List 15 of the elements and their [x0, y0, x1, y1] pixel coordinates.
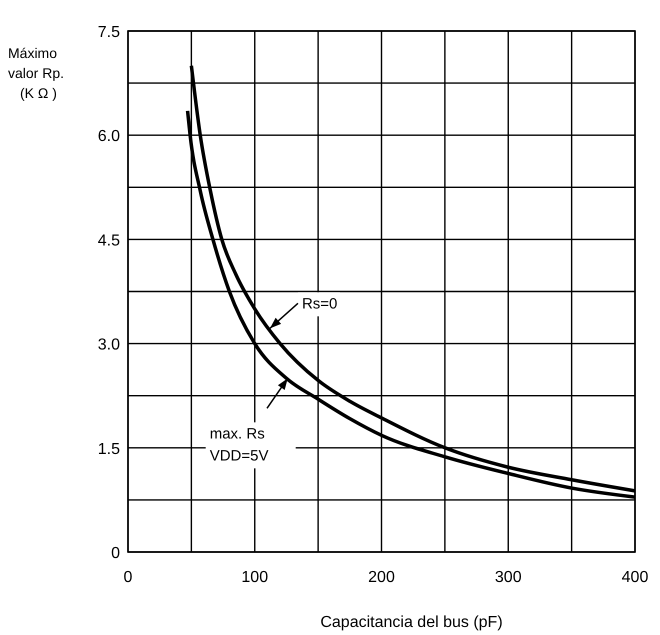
x-tick-label: 0: [124, 569, 133, 586]
y-axis-title: Máximo valor Rp. (K Ω ): [8, 45, 64, 101]
x-axis-title: Capacitancia del bus (pF): [320, 614, 503, 631]
x-tick-label: 300: [494, 569, 522, 586]
y-tick-label: 6.0: [98, 128, 120, 146]
y-tick-label: 1.5: [98, 440, 120, 458]
annotation: max. Rs VDD=5V: [210, 425, 268, 464]
y-tick-label: 0: [111, 545, 120, 562]
y-tick-label: 4.5: [98, 232, 120, 250]
x-tick-label: 200: [368, 569, 395, 586]
x-tick-label: 400: [622, 569, 648, 586]
y-tick-label: 3.0: [98, 336, 120, 354]
x-tick-label: 100: [241, 569, 268, 586]
y-tick-label: 7.5: [98, 24, 120, 41]
annotation: Rs=0: [302, 295, 338, 312]
